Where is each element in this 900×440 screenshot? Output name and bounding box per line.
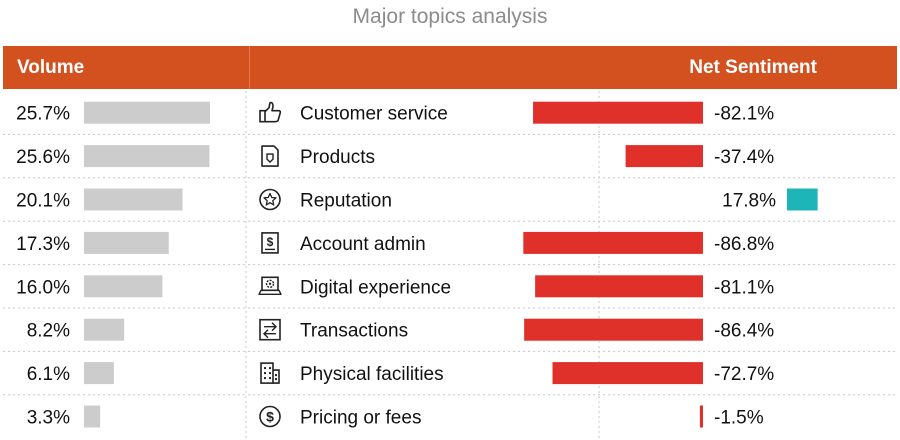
table-row: 6.1% Physical facilities -72.7% — [3, 362, 897, 396]
table-row: 17.3% $ Account admin -86.8% — [3, 231, 897, 266]
sentiment-bar — [552, 362, 703, 385]
volume-bar — [84, 101, 210, 124]
sentiment-label: -72.7% — [714, 364, 774, 385]
document-dollar-icon: $ — [261, 232, 279, 254]
volume-bar — [84, 231, 169, 254]
volume-label: 25.6% — [16, 147, 70, 168]
volume-bar — [84, 405, 101, 428]
sentiment-bar — [533, 101, 703, 124]
table-row: 8.2% Transactions -86.4% — [3, 318, 897, 352]
table-row: 25.6% Products -37.4% — [3, 145, 897, 179]
table-header: Volume Net Sentiment — [3, 46, 897, 89]
topic-label: Reputation — [300, 191, 392, 212]
volume-bar — [84, 188, 183, 211]
topic-label: Pricing or fees — [300, 408, 421, 429]
volume-label: 3.3% — [27, 408, 70, 429]
laptop-gear-icon — [258, 276, 282, 295]
volume-bar — [84, 145, 210, 168]
header-volume: Volume — [17, 57, 85, 78]
sentiment-bar — [787, 188, 818, 211]
volume-bar — [84, 362, 114, 385]
svg-text:$: $ — [267, 235, 274, 249]
chart-title: Major topics analysis — [352, 5, 548, 28]
sentiment-bar — [524, 318, 703, 341]
sentiment-label: -37.4% — [714, 147, 774, 168]
table-row: 16.0% Digital experience -81.1% — [3, 275, 897, 309]
sentiment-bar — [699, 405, 703, 428]
svg-text:$: $ — [266, 409, 274, 425]
volume-label: 16.0% — [16, 277, 70, 298]
sentiment-label: 17.8% — [722, 191, 776, 212]
volume-label: 25.7% — [16, 104, 70, 125]
volume-label: 6.1% — [27, 364, 70, 385]
topic-label: Physical facilities — [300, 364, 444, 385]
volume-bar — [84, 318, 125, 341]
coin-dollar-icon: $ — [259, 405, 281, 428]
star-badge-icon — [259, 188, 281, 211]
transfer-arrows-icon — [259, 318, 281, 341]
volume-bar — [84, 275, 163, 298]
topic-label: Products — [300, 147, 375, 168]
sentiment-label: -86.8% — [714, 234, 774, 255]
header-divider — [249, 46, 250, 89]
volume-label: 8.2% — [27, 321, 70, 342]
volume-label: 17.3% — [16, 234, 70, 255]
product-tag-icon — [261, 145, 279, 167]
building-icon — [260, 362, 280, 384]
sentiment-bar — [523, 231, 703, 254]
sentiment-label: -81.1% — [714, 277, 774, 298]
thumbs-up-icon — [259, 101, 282, 123]
topic-label: Customer service — [300, 104, 448, 125]
sentiment-bar — [535, 275, 703, 298]
sentiment-label: -82.1% — [714, 104, 774, 125]
topic-label: Account admin — [300, 234, 426, 255]
topic-label: Transactions — [300, 321, 408, 342]
table-row: 3.3% $ Pricing or fees -1.5% — [27, 405, 764, 429]
sentiment-label: -86.4% — [714, 321, 774, 342]
sentiment-label: -1.5% — [714, 408, 764, 429]
table-row: 20.1% Reputation 17.8% — [3, 188, 897, 222]
topic-label: Digital experience — [300, 277, 451, 298]
table-row: 25.7% Customer service -82.1% — [3, 101, 897, 135]
header-net-sentiment: Net Sentiment — [689, 57, 817, 78]
volume-label: 20.1% — [16, 191, 70, 212]
sentiment-bar — [625, 145, 703, 168]
